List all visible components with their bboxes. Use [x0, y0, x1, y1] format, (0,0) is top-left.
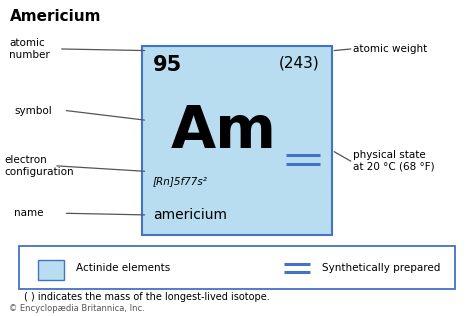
Text: physical state
at 20 °C (68 °F): physical state at 20 °C (68 °F)	[353, 150, 435, 172]
Text: © Encyclopædia Britannica, Inc.: © Encyclopædia Britannica, Inc.	[9, 304, 145, 313]
Text: americium: americium	[153, 208, 227, 222]
Bar	[19, 246, 455, 289]
Text: 95: 95	[153, 55, 182, 75]
Text: Americium: Americium	[9, 9, 101, 24]
Text: atomic weight: atomic weight	[353, 44, 428, 54]
Text: Actinide elements: Actinide elements	[76, 263, 170, 273]
Text: [Rn]5f77s²: [Rn]5f77s²	[153, 176, 208, 186]
Bar	[142, 46, 332, 235]
Text: Am: Am	[171, 103, 277, 160]
Bar	[38, 260, 64, 280]
Text: electron
configuration: electron configuration	[5, 155, 74, 177]
Text: name: name	[14, 208, 44, 218]
Text: symbol: symbol	[14, 106, 52, 116]
Text: (243): (243)	[279, 55, 320, 70]
Text: atomic
number: atomic number	[9, 38, 50, 60]
Text: ( ) indicates the mass of the longest-lived isotope.: ( ) indicates the mass of the longest-li…	[24, 292, 269, 302]
Text: Synthetically prepared: Synthetically prepared	[322, 263, 441, 273]
